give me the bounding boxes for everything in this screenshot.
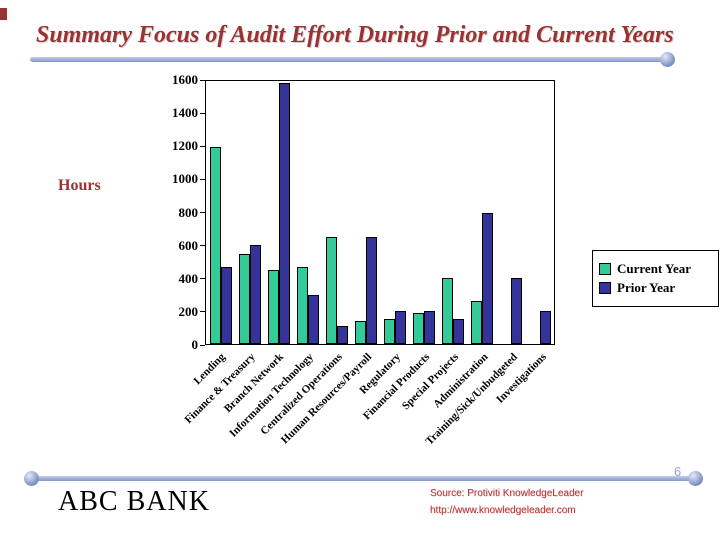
y-tick: 600 xyxy=(178,237,205,254)
source-attribution: Source: Protiviti KnowledgeLeader xyxy=(430,488,584,499)
footer-rule-ball-right-icon xyxy=(688,471,703,486)
bar-group xyxy=(496,81,525,344)
y-tick-label: 200 xyxy=(178,303,199,319)
legend-item-prior-year: Prior Year xyxy=(599,280,712,296)
x-cell: Investigations xyxy=(494,346,555,464)
page-title: Summary Focus of Audit Effort During Pri… xyxy=(36,22,674,48)
x-axis-labels: Lending Finance & Treasury Branch Network I… xyxy=(182,346,555,464)
y-tick-mark xyxy=(200,178,205,180)
bar-prior-year xyxy=(394,311,406,344)
bar-group xyxy=(293,81,322,344)
title-rule-ball-icon xyxy=(660,52,675,67)
bar-current-year xyxy=(383,319,395,344)
y-tick-mark xyxy=(200,278,205,280)
y-tick: 1000 xyxy=(172,171,205,187)
plot-area xyxy=(205,80,555,345)
legend-item-current-year: Current Year xyxy=(599,261,712,277)
bar-prior-year xyxy=(307,294,319,344)
bar-current-year xyxy=(354,321,366,344)
bar-prior-year xyxy=(220,266,232,344)
page-number: 6 xyxy=(674,464,682,479)
bar-group xyxy=(525,81,554,344)
y-tick-label: 0 xyxy=(191,337,199,352)
legend-label-current-year: Current Year xyxy=(617,261,692,276)
bar-group xyxy=(380,81,409,344)
bar-prior-year xyxy=(539,311,551,344)
y-tick-label: 800 xyxy=(178,204,199,220)
bar-current-year xyxy=(209,146,221,344)
y-tick-mark xyxy=(200,212,205,213)
bar-prior-year xyxy=(336,325,348,344)
bar-current-year xyxy=(238,253,250,344)
footer-rule xyxy=(30,476,690,481)
bar-prior-year xyxy=(249,245,261,344)
bar-prior-year xyxy=(452,319,464,344)
bar-group xyxy=(235,81,264,344)
title-underline-rule xyxy=(30,57,662,62)
bar-prior-year xyxy=(365,237,377,344)
chart-legend: Current Year Prior Year xyxy=(592,250,719,307)
bar-current-year xyxy=(470,301,482,344)
source-url: http://www.knowledgeleader.com xyxy=(430,505,576,516)
bar-group xyxy=(409,81,438,344)
bar-group xyxy=(438,81,467,344)
y-tick: 1400 xyxy=(172,105,205,121)
bar-group xyxy=(322,81,351,344)
bar-prior-year xyxy=(510,278,522,344)
bar-current-year xyxy=(441,278,453,344)
bar-current-year xyxy=(267,270,279,344)
bar-group xyxy=(467,81,496,344)
y-tick-mark xyxy=(200,145,205,147)
y-axis: 0 200 400 600 800 1000 1200 1400 1600 xyxy=(143,72,205,352)
bar-group xyxy=(264,81,293,344)
y-tick: 200 xyxy=(178,303,205,320)
y-tick-mark xyxy=(200,112,205,114)
y-tick-label: 1600 xyxy=(172,72,198,87)
bar-prior-year xyxy=(278,82,290,344)
y-tick-mark xyxy=(200,79,205,81)
legend-label-prior-year: Prior Year xyxy=(617,280,676,295)
legend-swatch-prior-year xyxy=(599,282,611,294)
bar-group xyxy=(351,81,380,344)
y-tick-label: 1200 xyxy=(172,138,198,154)
bar-prior-year xyxy=(423,311,435,344)
bar-current-year xyxy=(296,266,308,344)
y-tick-mark xyxy=(200,245,205,247)
y-tick-label: 1000 xyxy=(172,171,198,187)
y-tick: 1600 xyxy=(172,72,205,88)
corner-decoration xyxy=(0,8,7,20)
y-tick: 0 xyxy=(191,337,205,353)
bar-group xyxy=(206,81,235,344)
y-tick-mark xyxy=(200,311,205,313)
bar-current-year xyxy=(412,312,424,344)
y-tick-label: 600 xyxy=(178,237,199,253)
y-tick-label: 400 xyxy=(178,270,199,286)
legend-swatch-current-year xyxy=(599,263,611,275)
y-tick: 400 xyxy=(178,270,205,287)
y-tick: 800 xyxy=(178,204,205,221)
bar-prior-year xyxy=(481,212,493,344)
bar-current-year xyxy=(325,237,337,344)
y-tick-label: 1400 xyxy=(172,105,198,121)
y-tick-mark xyxy=(200,344,205,346)
y-axis-title: Hours xyxy=(58,177,101,194)
footer-rule-ball-left-icon xyxy=(24,471,39,486)
bank-name: ABC BANK xyxy=(58,486,210,517)
y-tick: 1200 xyxy=(172,138,205,154)
x-axis: Lending Finance & Treasury Branch Network I… xyxy=(182,346,555,464)
